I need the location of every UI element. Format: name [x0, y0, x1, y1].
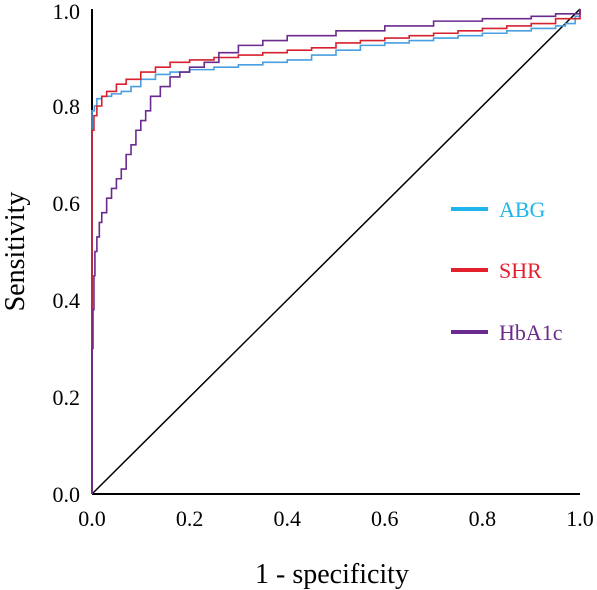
y-tick-label: 0.2	[53, 385, 81, 410]
x-axis-title: 1 - specificity	[255, 559, 409, 590]
y-tick-label: 0.6	[53, 191, 81, 216]
series-line-hba1c	[91, 9, 581, 494]
legend-label-hba1c: HbA1c	[499, 320, 563, 345]
y-tick-label: 1.0	[53, 0, 81, 24]
reference-diagonal-line	[91, 8, 581, 495]
series-line-abg	[91, 9, 581, 494]
series-line-shr	[91, 9, 581, 494]
y-tick-label: 0.4	[53, 288, 81, 313]
series-layer	[91, 9, 581, 494]
x-tick-label: 0.4	[273, 506, 301, 531]
x-tick-label: 0.2	[176, 506, 204, 531]
x-tick-label: 0.6	[371, 506, 399, 531]
plot-area	[91, 8, 581, 495]
x-tick-label: 1.0	[566, 506, 594, 531]
legend-label-abg: ABG	[499, 197, 546, 222]
legend: ABG SHR HbA1c	[451, 197, 563, 345]
legend-label-shr: SHR	[499, 258, 542, 283]
x-tick-label: 0.0	[78, 506, 106, 531]
y-tick-label: 0.0	[53, 482, 81, 507]
y-tick-labels: 0.0 0.2 0.4 0.6 0.8 1.0	[53, 0, 81, 507]
y-tick-label: 0.8	[53, 94, 81, 119]
y-axis-title: Sensitivity	[0, 192, 31, 312]
x-tick-label: 0.8	[469, 506, 497, 531]
x-tick-labels: 0.0 0.2 0.4 0.6 0.8 1.0	[78, 506, 594, 531]
